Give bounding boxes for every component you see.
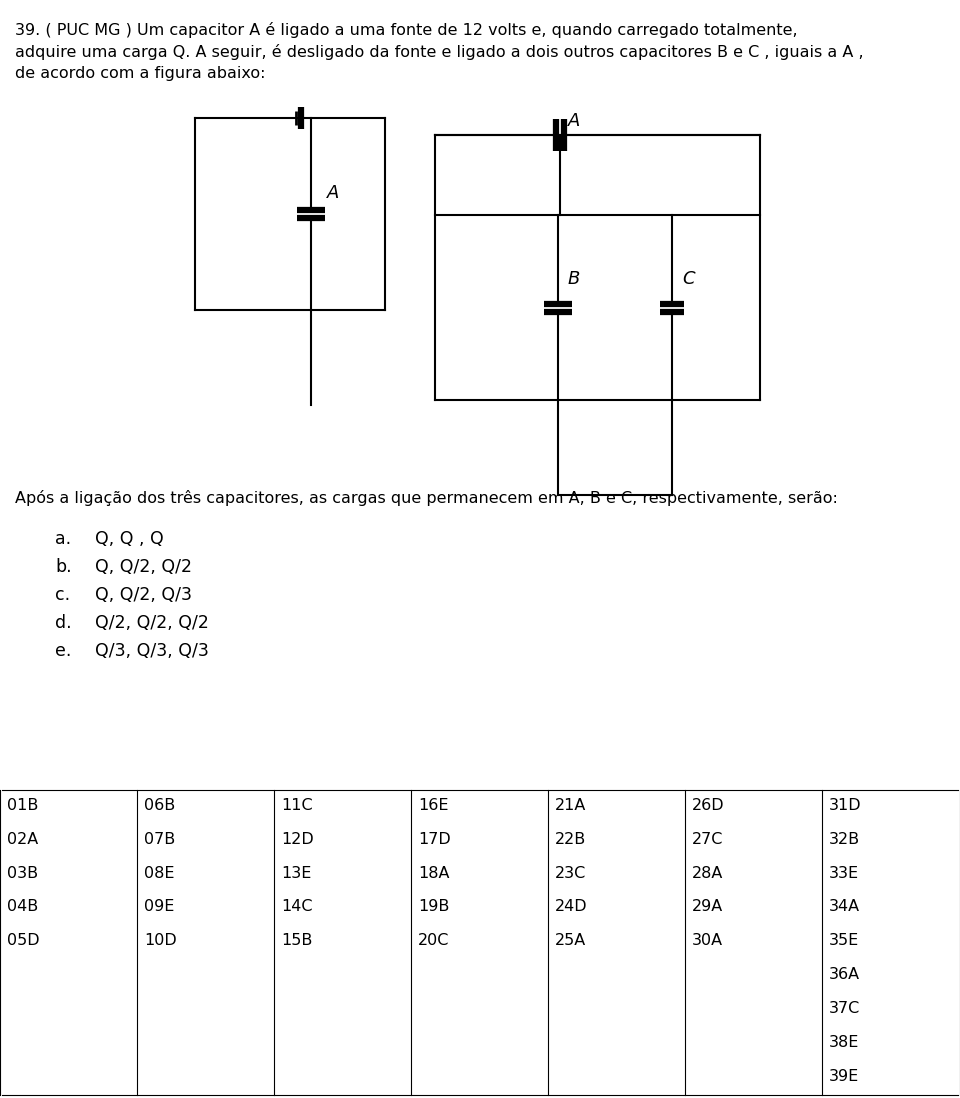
Text: B: B	[568, 270, 581, 288]
Text: c.: c.	[55, 586, 70, 604]
Text: 07B: 07B	[144, 831, 176, 847]
Text: 11C: 11C	[281, 798, 313, 813]
Text: 09E: 09E	[144, 899, 175, 915]
Text: A: A	[327, 184, 340, 202]
Text: 36A: 36A	[829, 967, 860, 983]
Text: 25A: 25A	[555, 933, 587, 949]
Text: 22B: 22B	[555, 831, 587, 847]
Text: 13E: 13E	[281, 865, 311, 881]
Text: 27C: 27C	[692, 831, 724, 847]
Text: A: A	[568, 112, 581, 130]
Text: 17D: 17D	[418, 831, 451, 847]
Text: 20C: 20C	[418, 933, 449, 949]
Text: 33E: 33E	[829, 865, 859, 881]
Text: 06B: 06B	[144, 798, 176, 813]
Text: 37C: 37C	[829, 1001, 860, 1016]
Text: d.: d.	[55, 614, 72, 632]
Text: 31D: 31D	[829, 798, 862, 813]
Text: 04B: 04B	[7, 899, 38, 915]
Text: 32B: 32B	[829, 831, 860, 847]
Text: 05D: 05D	[7, 933, 39, 949]
Text: 02A: 02A	[7, 831, 38, 847]
Text: Q/3, Q/3, Q/3: Q/3, Q/3, Q/3	[95, 642, 209, 660]
Text: 14C: 14C	[281, 899, 313, 915]
Text: adquire uma carga Q. A seguir, é desligado da fonte e ligado a dois outros capac: adquire uma carga Q. A seguir, é desliga…	[15, 44, 864, 60]
Text: e.: e.	[55, 642, 71, 660]
Text: 16E: 16E	[418, 798, 448, 813]
Text: 15B: 15B	[281, 933, 312, 949]
Text: 28A: 28A	[692, 865, 724, 881]
Text: 29A: 29A	[692, 899, 723, 915]
Text: Q/2, Q/2, Q/2: Q/2, Q/2, Q/2	[95, 614, 209, 632]
Text: 34A: 34A	[829, 899, 860, 915]
Text: 35E: 35E	[829, 933, 859, 949]
Text: de acordo com a figura abaixo:: de acordo com a figura abaixo:	[15, 66, 266, 81]
Text: Após a ligação dos três capacitores, as cargas que permanecem em A, B e C, respe: Após a ligação dos três capacitores, as …	[15, 490, 838, 506]
Text: 30A: 30A	[692, 933, 723, 949]
Text: 19B: 19B	[418, 899, 449, 915]
Text: 26D: 26D	[692, 798, 725, 813]
Text: 21A: 21A	[555, 798, 587, 813]
Text: 10D: 10D	[144, 933, 177, 949]
Text: 24D: 24D	[555, 899, 588, 915]
Text: b.: b.	[55, 558, 72, 576]
Text: Q, Q , Q: Q, Q , Q	[95, 530, 164, 548]
Text: 23C: 23C	[555, 865, 587, 881]
Text: 38E: 38E	[829, 1035, 859, 1050]
Text: 39E: 39E	[829, 1068, 859, 1084]
Text: a.: a.	[55, 530, 71, 548]
Text: Q, Q/2, Q/2: Q, Q/2, Q/2	[95, 558, 192, 576]
Text: Q, Q/2, Q/3: Q, Q/2, Q/3	[95, 586, 192, 604]
Text: 03B: 03B	[7, 865, 38, 881]
Text: 39. ( PUC MG ) Um capacitor A é ligado a uma fonte de 12 volts e, quando carrega: 39. ( PUC MG ) Um capacitor A é ligado a…	[15, 22, 798, 38]
Text: 08E: 08E	[144, 865, 175, 881]
Text: 12D: 12D	[281, 831, 314, 847]
Text: C: C	[682, 270, 695, 288]
Text: 01B: 01B	[7, 798, 38, 813]
Text: 18A: 18A	[418, 865, 449, 881]
